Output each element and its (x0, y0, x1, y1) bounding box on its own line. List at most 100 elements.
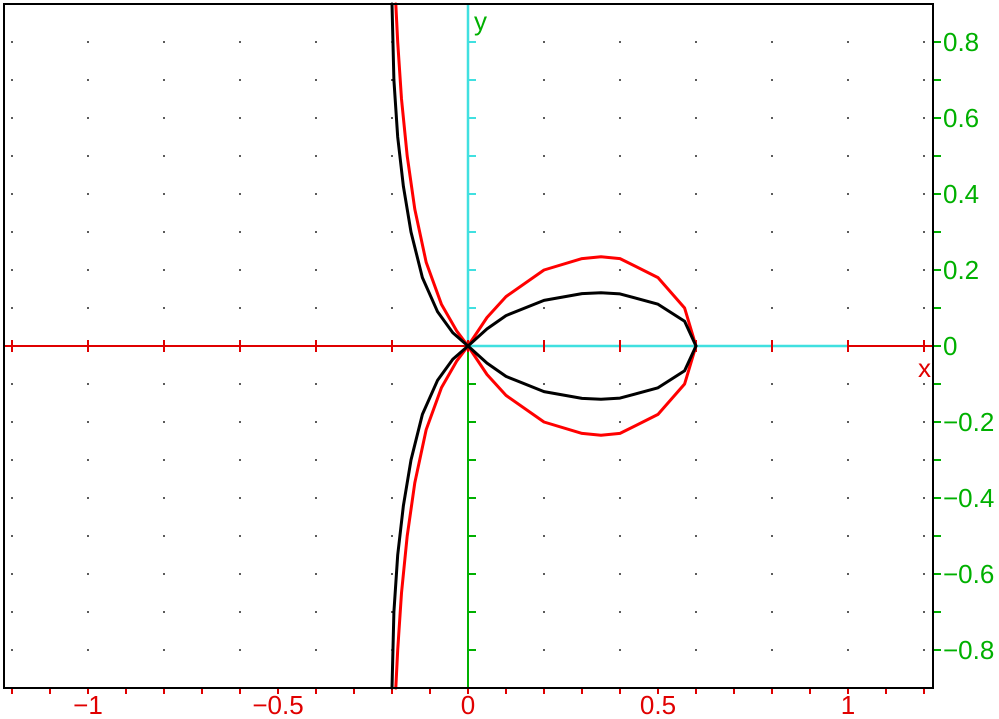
grid-dot (847, 497, 849, 499)
grid-dot (87, 155, 89, 157)
grid-dot (315, 231, 317, 233)
grid-dot (619, 573, 621, 575)
grid-dot (239, 269, 241, 271)
grid-dot (163, 269, 165, 271)
grid-dot (11, 573, 13, 575)
grid-dot (391, 231, 393, 233)
grid-dot (87, 611, 89, 613)
grid-dot (847, 231, 849, 233)
grid-dot (619, 421, 621, 423)
grid-dot (923, 611, 925, 613)
grid-dot (695, 193, 697, 195)
grid-dot (87, 383, 89, 385)
grid-dot (11, 383, 13, 385)
grid-dot (239, 79, 241, 81)
grid-dot (923, 383, 925, 385)
series-line-1-lower-branch (394, 255, 698, 690)
grid-dot (771, 41, 773, 43)
grid-dot (543, 41, 545, 43)
grid-dot (695, 649, 697, 651)
grid-dot (923, 41, 925, 43)
grid-dot (695, 497, 697, 499)
grid-dot (619, 193, 621, 195)
grid-dot (391, 307, 393, 309)
grid-dot (619, 269, 621, 271)
grid-dot (923, 421, 925, 423)
x-tick-label: −1 (73, 690, 103, 719)
x-tick-label: 1 (841, 690, 855, 719)
grid-dot (11, 193, 13, 195)
series-line-2-lower-branch (390, 291, 698, 690)
grid-dot (619, 611, 621, 613)
grid-dot (543, 79, 545, 81)
grid-dot (771, 459, 773, 461)
grid-dot (315, 117, 317, 119)
grid-dot (87, 535, 89, 537)
grid-dot (847, 535, 849, 537)
grid-dot (87, 497, 89, 499)
grid-dot (771, 573, 773, 575)
grid-dot (771, 269, 773, 271)
grid-dot (543, 155, 545, 157)
plot-frame (3, 3, 934, 689)
grid-dot (695, 459, 697, 461)
series-line-1-upper-branch (394, 2, 698, 437)
grid-dot (619, 497, 621, 499)
grid-dot (315, 535, 317, 537)
x-tick-label: 0 (461, 690, 475, 719)
grid-dot (695, 231, 697, 233)
grid-dot (847, 269, 849, 271)
grid-dot (315, 41, 317, 43)
grid-dot (163, 155, 165, 157)
grid-dot (695, 383, 697, 385)
grid-dot (847, 383, 849, 385)
grid-dot (163, 79, 165, 81)
y-tick-label: 0.8 (943, 27, 979, 57)
grid-dot (87, 117, 89, 119)
grid-dot (847, 155, 849, 157)
grid-dot (543, 231, 545, 233)
grid-dot (543, 117, 545, 119)
grid-dot (11, 421, 13, 423)
grid-dot (923, 459, 925, 461)
grid-dot (239, 497, 241, 499)
grid-dot (87, 649, 89, 651)
grid-dot (11, 497, 13, 499)
grid-dot (163, 193, 165, 195)
grid-dot (315, 611, 317, 613)
grid-dot (239, 611, 241, 613)
grid-dot (923, 307, 925, 309)
grid-dot (315, 459, 317, 461)
grid-dot (619, 649, 621, 651)
grid-dot (239, 307, 241, 309)
grid-dot (87, 307, 89, 309)
grid-dot (923, 497, 925, 499)
grid-dot (87, 573, 89, 575)
grid-dot (315, 269, 317, 271)
grid-dot (619, 307, 621, 309)
grid-dot (771, 155, 773, 157)
grid-dot (11, 611, 13, 613)
grid-dot (315, 307, 317, 309)
grid-dot (163, 231, 165, 233)
grid-dot (619, 155, 621, 157)
grid-dot (847, 573, 849, 575)
grid-dot (619, 459, 621, 461)
grid-dot (543, 497, 545, 499)
grid-dot (391, 535, 393, 537)
grid-dot (315, 649, 317, 651)
grid-dot (923, 193, 925, 195)
y-tick-label: −0.8 (943, 635, 994, 665)
y-tick-label: 0 (943, 331, 957, 361)
grid-dot (695, 117, 697, 119)
x-tick-label: −0.5 (252, 690, 303, 719)
grid-dot (847, 307, 849, 309)
grid-dot (11, 155, 13, 157)
grid-dot (11, 307, 13, 309)
grid-dot (239, 231, 241, 233)
grid-dot (543, 535, 545, 537)
grid-dot (619, 535, 621, 537)
grid-dot (239, 41, 241, 43)
grid-dot (771, 193, 773, 195)
